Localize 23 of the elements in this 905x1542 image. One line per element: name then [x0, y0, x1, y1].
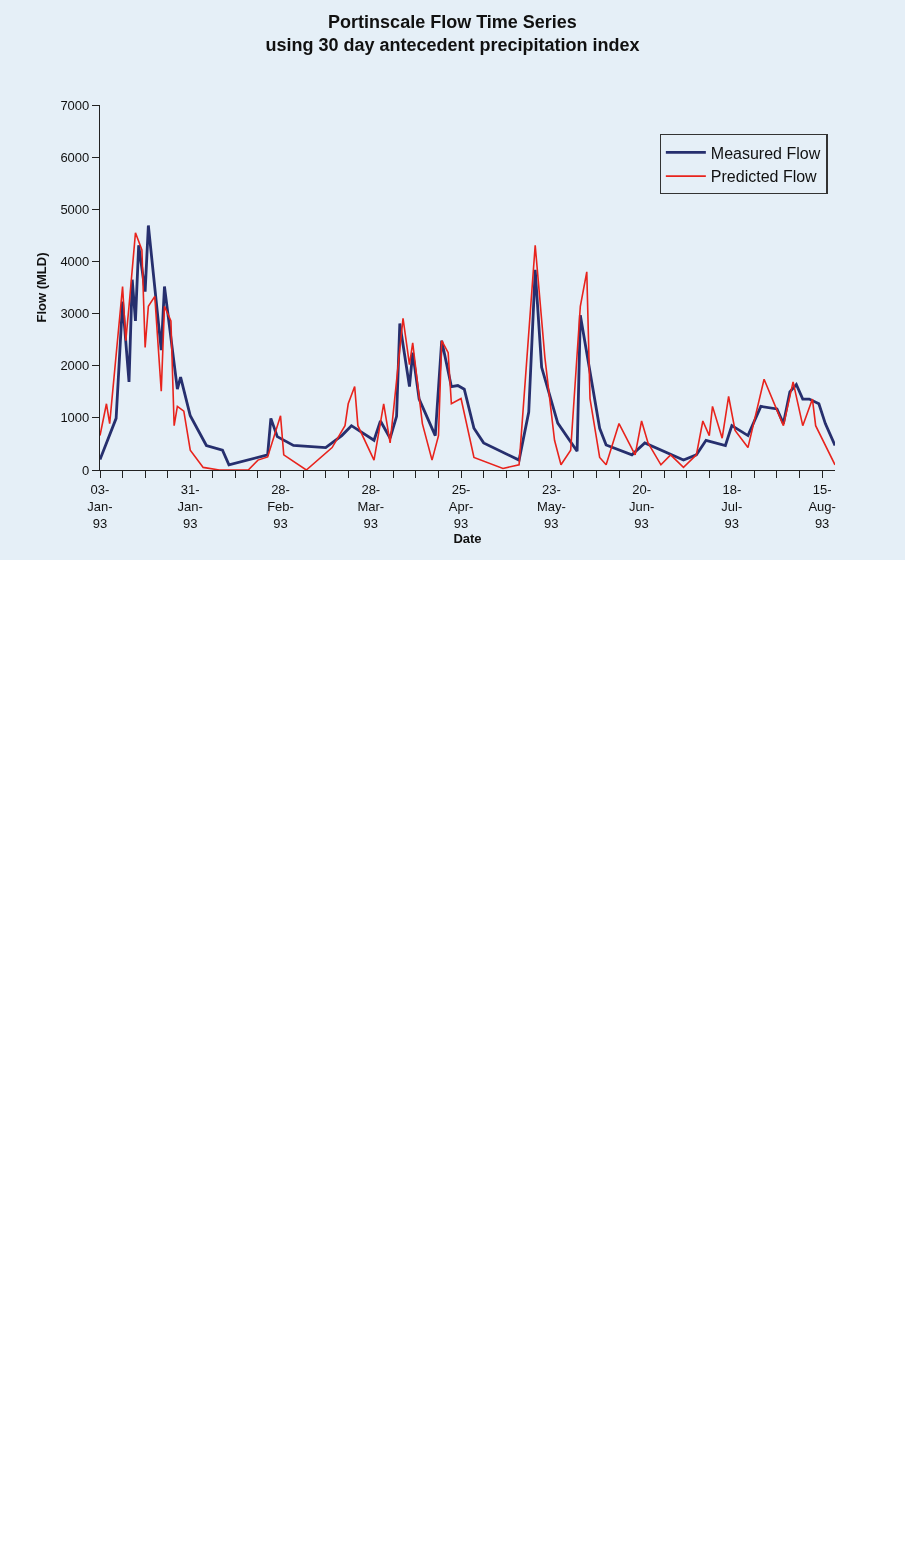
x-tick-label: 23- May- 93 — [536, 481, 566, 531]
y-tick-label: 7000 — [60, 97, 90, 113]
y-tick-label: 0 — [82, 462, 90, 478]
legend-label: Predicted Flow — [710, 168, 818, 186]
legend-label: Measured Flow — [710, 144, 821, 162]
x-tick-label: 03- Jan- 93 — [87, 481, 113, 531]
y-tick-label: 4000 — [60, 253, 90, 269]
y-tick-label: 5000 — [60, 201, 90, 217]
x-axis-title: Date — [453, 531, 482, 547]
y-tick-label: 1000 — [60, 410, 90, 426]
x-tick-label: 18- Jul- 93 — [721, 481, 743, 531]
chart-title: Portinscale Flow Time Series — [328, 12, 577, 32]
x-tick-label: 28- Feb- 93 — [267, 481, 294, 531]
y-axis-title: Flow (MLD) — [34, 252, 50, 323]
y-tick-label: 6000 — [60, 149, 90, 165]
x-tick-label: 25- Apr- 93 — [448, 481, 474, 531]
chart-subtitle: using 30 day antecedent precipitation index — [265, 35, 640, 56]
x-tick-label: 28- Mar- 93 — [357, 481, 385, 531]
x-tick-label: 15- Aug- 93 — [808, 481, 836, 531]
x-tick-label: 20- Jun- 93 — [628, 481, 655, 531]
y-tick-label: 3000 — [60, 306, 90, 322]
y-tick-label: 2000 — [60, 358, 90, 374]
x-tick-label: 31- Jan- 93 — [177, 481, 203, 531]
